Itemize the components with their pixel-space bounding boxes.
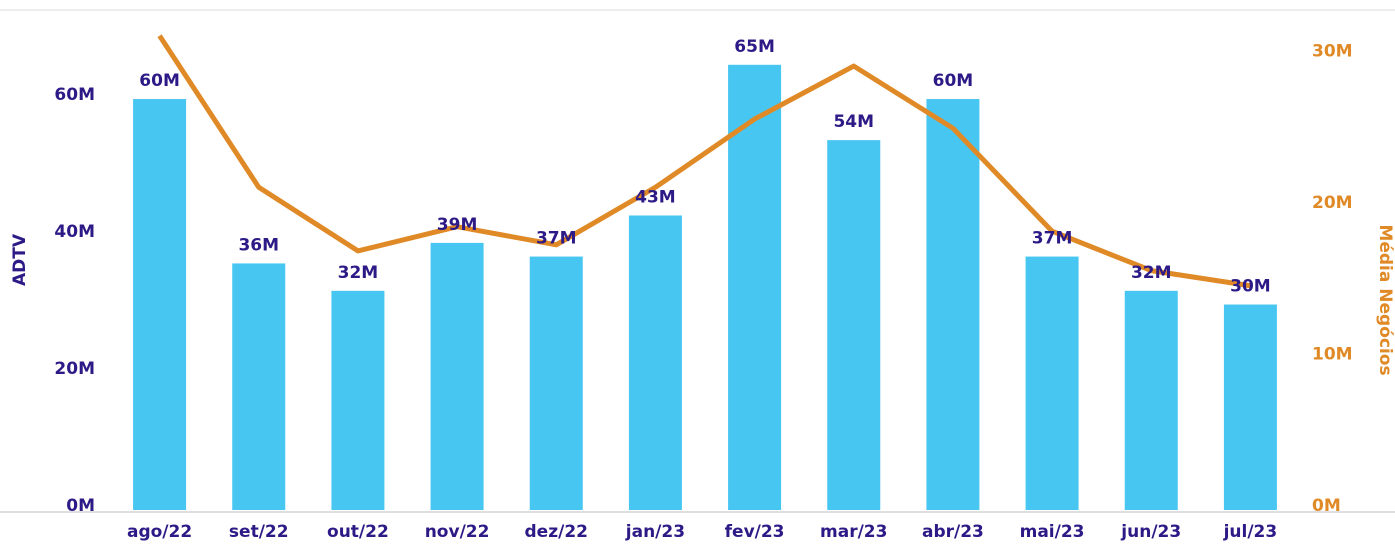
line <box>157 34 1251 289</box>
data-label: 39M <box>437 215 478 235</box>
data-label: 30M <box>1230 277 1271 297</box>
bar <box>232 263 286 510</box>
bar <box>1025 256 1079 510</box>
y2-axis-label: Média Negócios <box>1375 224 1395 375</box>
x-tick-label: set/22 <box>229 522 289 542</box>
x-tick-label: mar/23 <box>820 522 887 542</box>
x-tick-label: jun/23 <box>1120 522 1181 542</box>
data-label: 32M <box>338 263 379 283</box>
bar <box>926 99 980 510</box>
bar <box>331 290 385 510</box>
data-label: 37M <box>536 229 577 249</box>
x-tick-label: fev/23 <box>725 522 785 542</box>
data-label: 36M <box>238 235 279 255</box>
x-tick-label: abr/23 <box>922 522 984 542</box>
bar <box>728 64 782 510</box>
y2-tick-label: 30M <box>1312 41 1353 61</box>
bar <box>133 99 187 510</box>
data-label: 43M <box>635 187 676 207</box>
data-label: 37M <box>1032 229 1073 249</box>
bar <box>430 242 484 510</box>
y2-tick-label: 20M <box>1312 193 1353 213</box>
y-axis-label: ADTV <box>10 233 30 286</box>
data-label: 32M <box>1131 263 1172 283</box>
bar <box>827 140 881 510</box>
x-tick-label: nov/22 <box>425 522 490 542</box>
y-tick-label: 60M <box>54 85 95 105</box>
data-label: 60M <box>933 71 974 91</box>
data-label: 65M <box>734 37 775 57</box>
y2-tick-label: 10M <box>1312 344 1353 364</box>
x-tick-label: mai/23 <box>1020 522 1085 542</box>
bar <box>529 256 583 510</box>
bar <box>1124 290 1178 510</box>
x-tick-label: out/22 <box>327 522 389 542</box>
data-label: 60M <box>139 71 180 91</box>
y-tick-label: 0M <box>66 496 95 516</box>
x-tick-label: jul/23 <box>1223 522 1278 542</box>
x-tick-label: jan/23 <box>625 522 685 542</box>
bar <box>628 215 682 511</box>
x-tick-label: ago/22 <box>127 522 192 542</box>
y-tick-label: 20M <box>54 359 95 379</box>
y2-tick-label: 0M <box>1312 496 1341 516</box>
bar <box>1223 304 1277 510</box>
x-tick-label: dez/22 <box>525 522 588 542</box>
y-tick-label: 40M <box>54 222 95 242</box>
data-label: 54M <box>833 112 874 132</box>
